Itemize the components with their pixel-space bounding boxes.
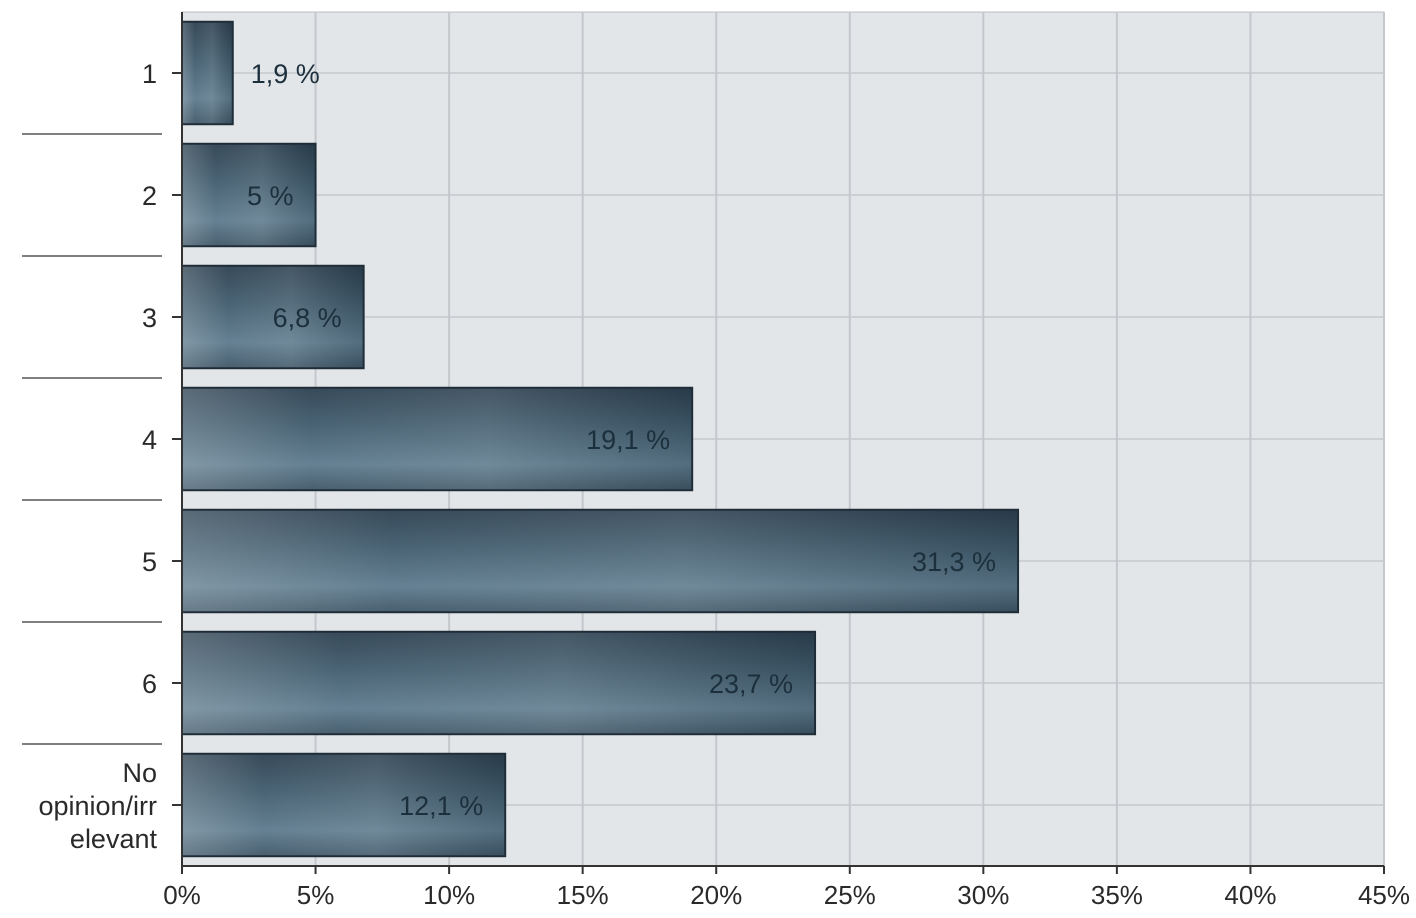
- data-label: 5 %: [247, 181, 294, 211]
- x-tick-label: 30%: [957, 880, 1009, 910]
- x-tick-label: 5%: [297, 880, 335, 910]
- data-label: 6,8 %: [273, 303, 342, 333]
- category-label: 3: [142, 303, 157, 333]
- data-label: 23,7 %: [709, 669, 793, 699]
- bar-shine: [183, 754, 505, 856]
- bar-shine: [183, 632, 815, 734]
- category-label-line: 1: [142, 59, 157, 89]
- data-label: 1,9 %: [251, 59, 320, 89]
- category-label: 6: [142, 669, 157, 699]
- category-label-line: elevant: [70, 824, 158, 854]
- x-tick-label: 25%: [824, 880, 876, 910]
- x-tick-label: 35%: [1091, 880, 1143, 910]
- data-label: 19,1 %: [586, 425, 670, 455]
- category-label: 4: [142, 425, 157, 455]
- x-tick-label: 40%: [1224, 880, 1276, 910]
- labels: 1,9 % 5 % 6,8 % 19,1 % 31,3 % 23,7 % 12,1 % 0% 5…: [38, 59, 1410, 910]
- data-label: 31,3 %: [912, 547, 996, 577]
- x-tick-label: 45%: [1358, 880, 1410, 910]
- category-label: 1: [142, 59, 157, 89]
- x-tick-label: 15%: [557, 880, 609, 910]
- category-label-line: 2: [142, 181, 157, 211]
- data-label: 12,1 %: [399, 791, 483, 821]
- category-label-line: No: [122, 758, 157, 788]
- x-tick-label: 10%: [423, 880, 475, 910]
- bar-shine: [183, 144, 315, 246]
- x-tick-label: 20%: [690, 880, 742, 910]
- category-label: 2: [142, 181, 157, 211]
- category-label-line: 5: [142, 547, 157, 577]
- axes: [22, 12, 1385, 874]
- category-label-line: 6: [142, 669, 157, 699]
- category-label-line: 3: [142, 303, 157, 333]
- category-label: 5: [142, 547, 157, 577]
- bar-shine: [183, 510, 1018, 612]
- bar-shine: [183, 266, 363, 368]
- category-label: No opinion/irr elevant: [38, 758, 157, 854]
- bar-shine: [183, 388, 692, 490]
- x-tick-label: 0%: [163, 880, 201, 910]
- bars: [181, 20, 1020, 858]
- category-label-line: opinion/irr: [38, 791, 157, 821]
- bar-shine: [183, 22, 232, 124]
- category-label-line: 4: [142, 425, 157, 455]
